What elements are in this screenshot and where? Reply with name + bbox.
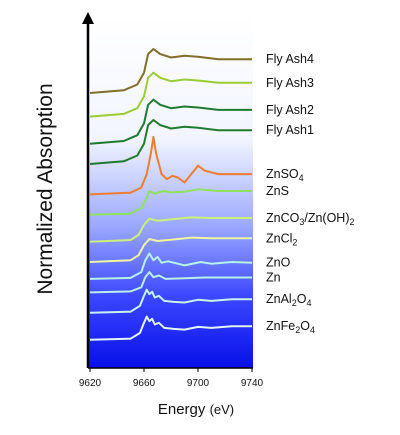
label-subscript: 4	[306, 298, 311, 308]
x-axis-title: Energy (eV)	[158, 401, 234, 418]
x-tick-label: 9620	[79, 378, 102, 389]
label-subscript: 2	[292, 298, 297, 308]
x-axis-title-unit: (eV)	[210, 402, 235, 417]
series-label-zno: ZnO	[266, 256, 291, 270]
label-subscript: 4	[310, 325, 315, 335]
series-label-zns: ZnS	[266, 184, 289, 198]
series-line-fly-ash3	[89, 71, 252, 118]
label-text: ZnFe	[266, 319, 295, 333]
series-line-zncl2	[89, 236, 252, 263]
x-tick-layer: 9620 9660 9700 9740	[79, 368, 264, 389]
label-subscript: 2	[295, 325, 300, 335]
x-tick-label: 9700	[187, 378, 210, 389]
series-line-fly-ash4	[89, 48, 252, 94]
series-line-zn	[89, 271, 252, 294]
series-line-fly-ash2	[89, 98, 252, 145]
label-subscript: 2	[292, 237, 297, 247]
y-axis-title: Normalized Absorption	[34, 83, 57, 294]
series-label-fly-ash4: Fly Ash4	[266, 52, 314, 66]
x-axis-title-main: Energy	[158, 401, 206, 418]
label-text: O	[297, 292, 307, 306]
label-text: O	[300, 319, 310, 333]
series-label-fly-ash3: Fly Ash3	[266, 76, 314, 90]
series-label-znso4: ZnSO4	[266, 167, 304, 183]
series-label-fly-ash2: Fly Ash2	[266, 103, 314, 117]
series-line-znco3-zn-oh-2	[89, 216, 252, 243]
series-line-znso4	[89, 135, 252, 196]
x-tick-label: 9660	[133, 378, 156, 389]
series-label-zn: Zn	[266, 271, 281, 285]
series-line-zno	[89, 252, 253, 280]
series-label-znco3-zn-oh-2: ZnCO3/Zn(OH)2	[266, 211, 355, 227]
series-layer	[89, 48, 253, 341]
label-text: /Zn(OH)	[304, 211, 349, 225]
x-tick-label: 9740	[241, 378, 264, 389]
series-line-znal2o4	[89, 288, 252, 314]
y-axis-arrow	[82, 12, 94, 24]
series-line-fly-ash1	[89, 119, 252, 165]
series-line-zns	[89, 188, 252, 216]
label-text: ZnSO	[266, 167, 299, 181]
label-subscript: 4	[299, 173, 304, 183]
series-line-znfe2o4	[89, 315, 252, 341]
label-subscript: 3	[299, 217, 304, 227]
series-label-znal2o4: ZnAl2O4	[266, 292, 311, 308]
label-subscript: 2	[350, 217, 355, 227]
label-text: ZnAl	[266, 292, 292, 306]
series-label-zncl2: ZnCl2	[266, 231, 297, 247]
label-text: ZnCl	[266, 231, 292, 245]
label-text: ZnCO	[266, 211, 300, 225]
series-label-fly-ash1: Fly Ash1	[266, 123, 314, 137]
series-label-znfe2o4: ZnFe2O4	[266, 319, 315, 335]
